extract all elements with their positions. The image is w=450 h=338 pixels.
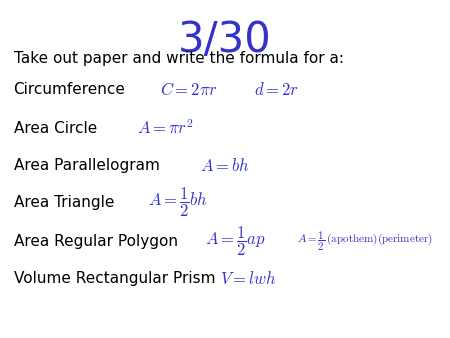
Text: $C = 2\pi r$: $C = 2\pi r$ xyxy=(160,80,217,99)
Text: 3/30: 3/30 xyxy=(178,19,272,61)
Text: $A = \dfrac{1}{2}bh$: $A = \dfrac{1}{2}bh$ xyxy=(148,186,208,219)
Text: Area Parallelogram: Area Parallelogram xyxy=(14,158,159,173)
Text: Take out paper and write the formula for a:: Take out paper and write the formula for… xyxy=(14,51,343,66)
Text: Area Triangle: Area Triangle xyxy=(14,195,114,210)
Text: Area Regular Polygon: Area Regular Polygon xyxy=(14,234,177,249)
Text: $d = 2r$: $d = 2r$ xyxy=(254,80,299,99)
Text: Volume Rectangular Prism: Volume Rectangular Prism xyxy=(14,271,215,286)
Text: Area Circle: Area Circle xyxy=(14,121,97,136)
Text: $V = lwh$: $V = lwh$ xyxy=(220,270,277,288)
Text: $A = \pi r^{2}$: $A = \pi r^{2}$ xyxy=(137,119,194,138)
Text: $A = bh$: $A = bh$ xyxy=(200,156,250,175)
Text: Circumference: Circumference xyxy=(14,82,126,97)
Text: $A = \dfrac{1}{2}ap$: $A = \dfrac{1}{2}ap$ xyxy=(205,225,266,258)
Text: $A= \dfrac{1}{2}\,(\mathrm{apothem})(\mathrm{perimeter})$: $A= \dfrac{1}{2}\,(\mathrm{apothem})(\ma… xyxy=(297,230,433,254)
